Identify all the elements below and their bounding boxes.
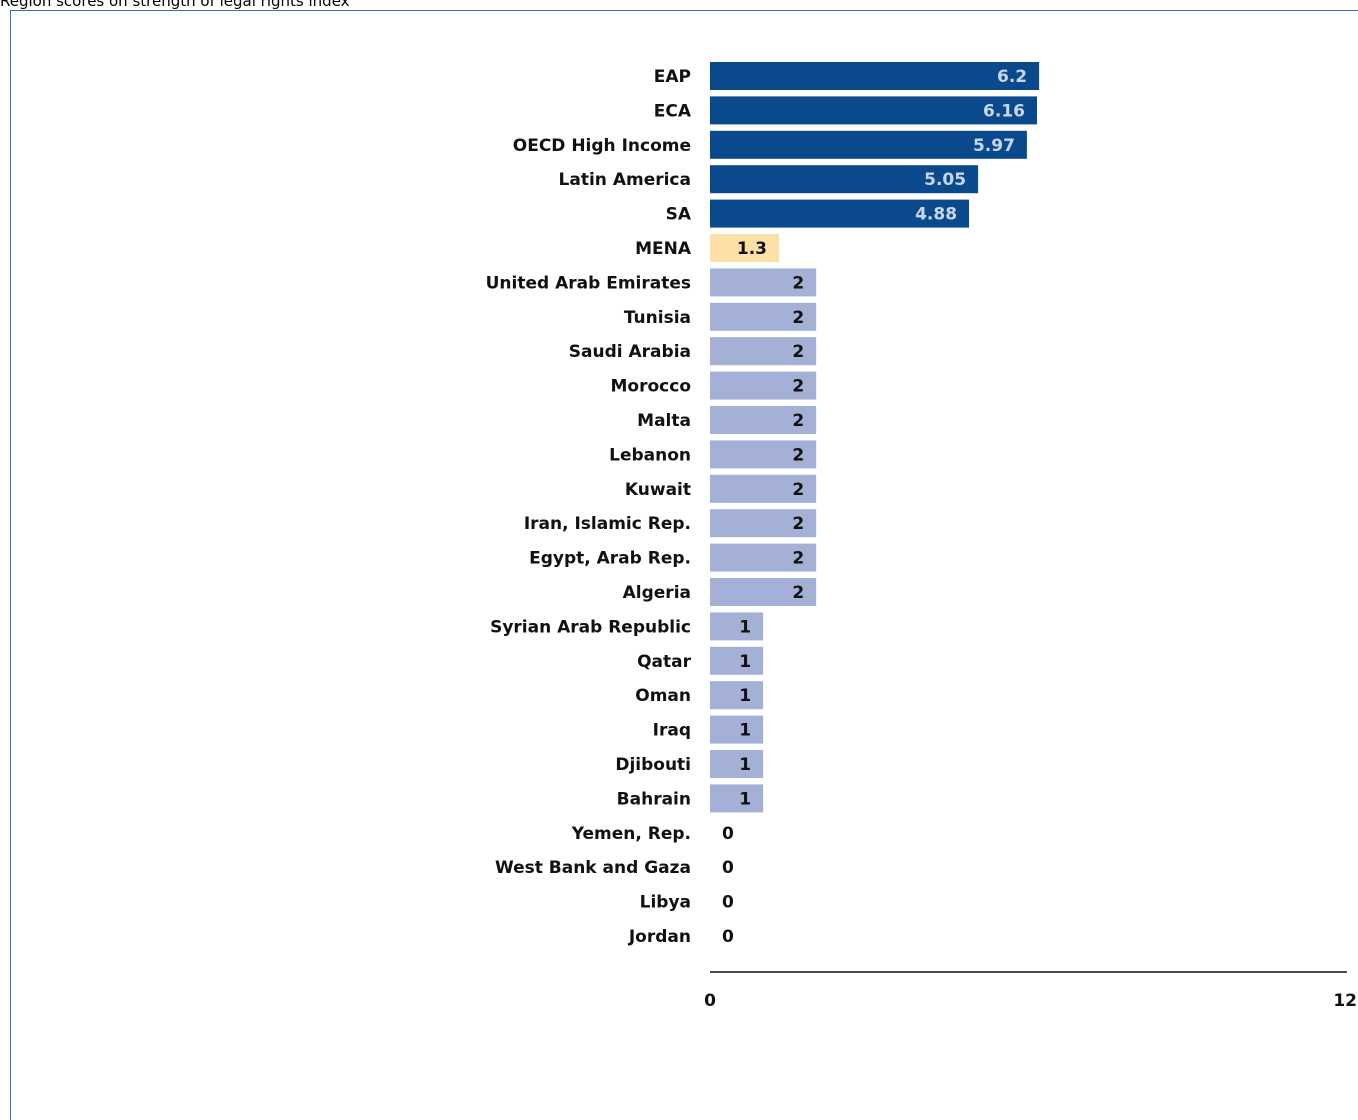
category-label: Saudi Arabia xyxy=(569,342,691,362)
bar xyxy=(710,165,979,194)
bar xyxy=(710,715,764,744)
category-label: MENA xyxy=(635,239,692,259)
category-label: Egypt, Arab Rep. xyxy=(529,549,691,569)
bar xyxy=(710,62,1040,90)
bar-value-label: 4.88 xyxy=(915,205,957,225)
category-label: United Arab Emirates xyxy=(486,273,691,293)
bar xyxy=(710,406,817,434)
bar xyxy=(710,784,764,813)
bar-value-label: 2 xyxy=(792,514,804,534)
bar-value-label: 1 xyxy=(739,617,751,637)
bar xyxy=(710,578,817,606)
chart-title: Region scores on strength of legal right… xyxy=(0,0,350,10)
category-label: ECA xyxy=(654,101,692,121)
bar-value-label: 2 xyxy=(792,549,804,569)
category-label: Bahrain xyxy=(617,789,691,809)
bar-value-label: 0 xyxy=(722,893,734,913)
x-tick-label: 0 xyxy=(704,991,716,1011)
bar-value-label: 0 xyxy=(722,824,734,844)
bar-value-label: 0 xyxy=(722,858,734,878)
bar xyxy=(710,612,764,641)
category-label: Kuwait xyxy=(625,480,691,500)
category-label: Syrian Arab Republic xyxy=(490,617,691,637)
category-label: Iraq xyxy=(653,721,691,741)
bar-value-label: 2 xyxy=(792,342,804,362)
category-label: Oman xyxy=(635,686,691,706)
bar-value-label: 1.3 xyxy=(737,239,767,259)
category-label: Morocco xyxy=(611,377,692,397)
category-label: Lebanon xyxy=(609,445,691,465)
bar-value-label: 6.2 xyxy=(997,67,1027,87)
bar xyxy=(710,509,817,538)
bar xyxy=(710,337,817,366)
bar xyxy=(710,371,817,400)
category-label: West Bank and Gaza xyxy=(495,858,691,878)
bar-value-label: 5.05 xyxy=(924,170,966,190)
bar-value-label: 1 xyxy=(739,686,751,706)
bar xyxy=(710,440,817,469)
category-label: EAP xyxy=(654,67,691,87)
chart-frame xyxy=(10,10,1358,1120)
category-label: Iran, Islamic Rep. xyxy=(524,514,691,534)
category-label: SA xyxy=(666,205,692,225)
category-label: Malta xyxy=(637,411,691,431)
category-label: Tunisia xyxy=(624,308,691,328)
bar-value-label: 2 xyxy=(792,583,804,603)
bar-value-label: 2 xyxy=(792,377,804,397)
bar xyxy=(710,750,764,778)
bar xyxy=(710,646,764,675)
bar-value-label: 2 xyxy=(792,445,804,465)
bar xyxy=(710,681,764,710)
bar-value-label: 2 xyxy=(792,411,804,431)
bar-value-label: 1 xyxy=(739,652,751,672)
bar xyxy=(710,199,970,228)
bar-value-label: 0 xyxy=(722,927,734,947)
bar-value-label: 1 xyxy=(739,755,751,775)
bar-value-label: 1 xyxy=(739,721,751,741)
category-label: Qatar xyxy=(637,652,692,672)
bar-value-label: 2 xyxy=(792,308,804,328)
bar-value-label: 5.97 xyxy=(973,136,1015,156)
bar-value-label: 6.16 xyxy=(983,101,1025,121)
category-label: OECD High Income xyxy=(513,136,691,156)
bar xyxy=(710,130,1027,159)
bar xyxy=(710,302,817,331)
category-label: Jordan xyxy=(628,927,691,947)
bar xyxy=(710,543,817,572)
bar-value-label: 2 xyxy=(792,273,804,293)
category-label: Libya xyxy=(640,893,691,913)
bar xyxy=(710,268,817,297)
category-label: Djibouti xyxy=(615,755,691,775)
bar xyxy=(710,474,817,503)
category-label: Yemen, Rep. xyxy=(571,824,691,844)
bar xyxy=(710,96,1037,125)
bar-value-label: 2 xyxy=(792,480,804,500)
category-label: Algeria xyxy=(623,583,691,603)
bar xyxy=(710,234,780,262)
category-label: Latin America xyxy=(559,170,691,190)
x-tick-label: 12 xyxy=(1333,991,1357,1011)
bar-value-label: 1 xyxy=(739,789,751,809)
